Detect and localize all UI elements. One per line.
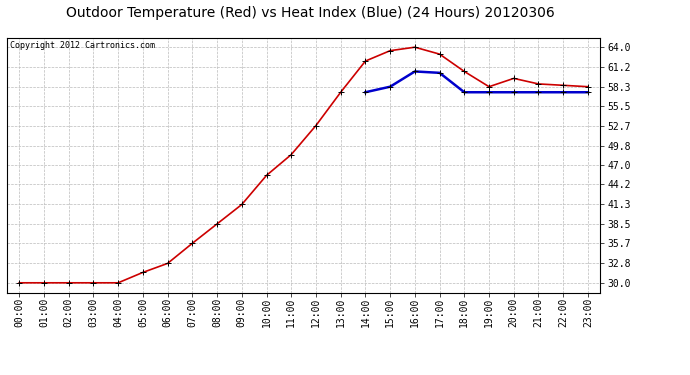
Text: Outdoor Temperature (Red) vs Heat Index (Blue) (24 Hours) 20120306: Outdoor Temperature (Red) vs Heat Index …	[66, 6, 555, 20]
Text: Copyright 2012 Cartronics.com: Copyright 2012 Cartronics.com	[10, 41, 155, 50]
